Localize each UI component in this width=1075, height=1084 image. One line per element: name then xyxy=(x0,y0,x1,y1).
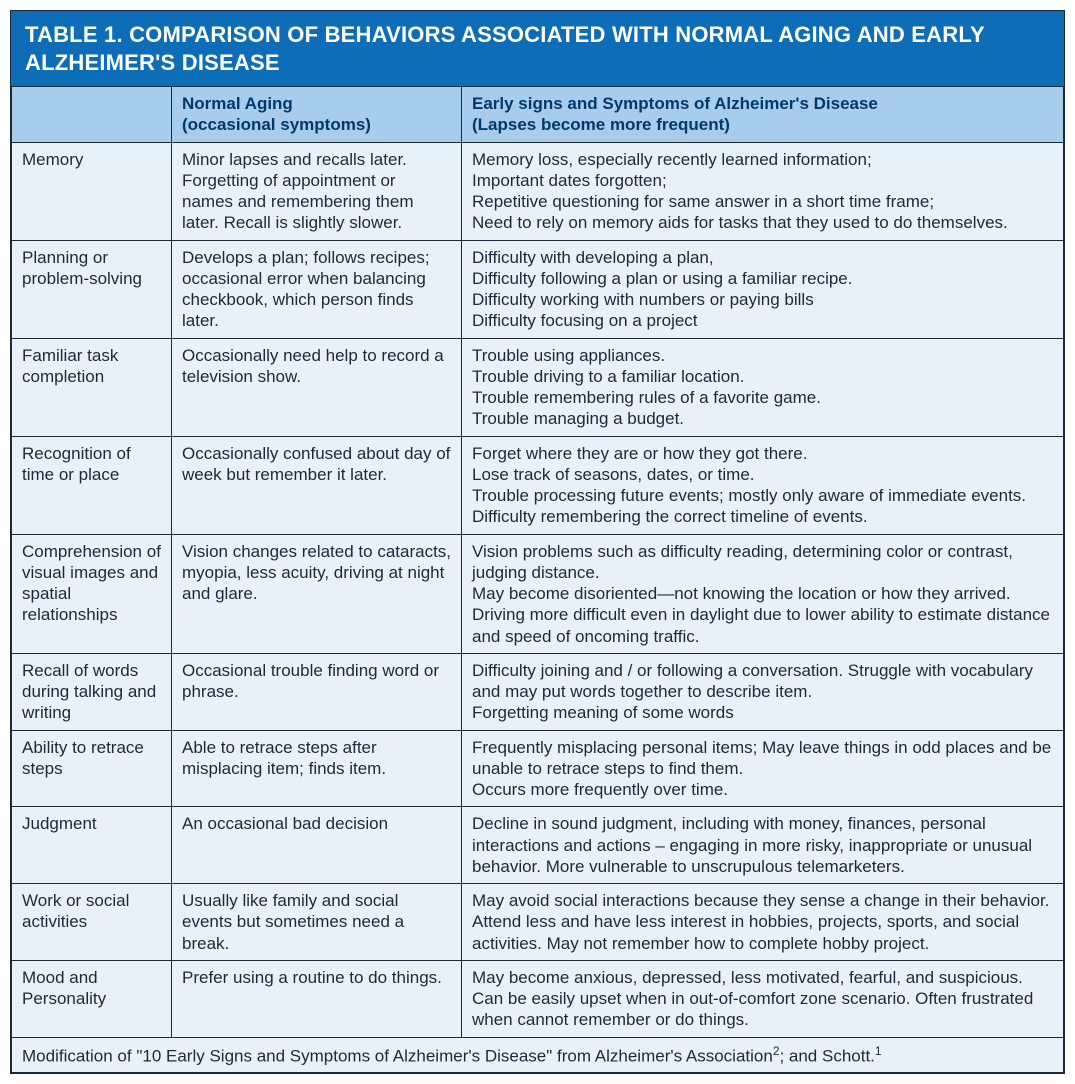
cell-normal-aging: Occasionally need help to record a telev… xyxy=(172,338,462,436)
table-row: Comprehension of visual images and spati… xyxy=(12,534,1064,653)
row-label: Planning or problem-solving xyxy=(12,240,172,338)
cell-normal-aging: Usually like family and social events bu… xyxy=(172,884,462,961)
cell-alzheimers: May avoid social interactions because th… xyxy=(462,884,1064,961)
col-header-alz: Early signs and Symptoms of Alzheimer's … xyxy=(462,87,1064,143)
table-row: Recognition of time or placeOccasionally… xyxy=(12,436,1064,534)
col-header-normal-sub: (occasional symptoms) xyxy=(182,114,451,135)
row-label: Recognition of time or place xyxy=(12,436,172,534)
col-header-alz-sub: (Lapses become more frequent) xyxy=(472,114,1053,135)
cell-normal-aging: Occasionally confused about day of week … xyxy=(172,436,462,534)
cell-alzheimers: Decline in sound judgment, including wit… xyxy=(462,807,1064,884)
table-row: MemoryMinor lapses and recalls later. Fo… xyxy=(12,142,1064,240)
cell-normal-aging: Minor lapses and recalls later. Forgetti… xyxy=(172,142,462,240)
col-header-normal-main: Normal Aging xyxy=(182,94,293,113)
cell-alzheimers: Memory loss, especially recently learned… xyxy=(462,142,1064,240)
comparison-table: Normal Aging (occasional symptoms) Early… xyxy=(11,86,1064,1073)
row-label: Work or social activities xyxy=(12,884,172,961)
cell-alzheimers: Frequently misplacing personal items; Ma… xyxy=(462,730,1064,807)
cell-normal-aging: Prefer using a routine to do things. xyxy=(172,960,462,1037)
col-header-blank xyxy=(12,87,172,143)
cell-alzheimers: Difficulty with developing a plan,Diffic… xyxy=(462,240,1064,338)
cell-alzheimers: Forget where they are or how they got th… xyxy=(462,436,1064,534)
row-label: Memory xyxy=(12,142,172,240)
comparison-table-container: TABLE 1. COMPARISON OF BEHAVIORS ASSOCIA… xyxy=(10,10,1065,1074)
col-header-alz-main: Early signs and Symptoms of Alzheimer's … xyxy=(472,94,878,113)
table-row: JudgmentAn occasional bad decisionDeclin… xyxy=(12,807,1064,884)
row-label: Familiar task completion xyxy=(12,338,172,436)
table-row: Ability to retrace stepsAble to retrace … xyxy=(12,730,1064,807)
cell-alzheimers: Vision problems such as difficulty readi… xyxy=(462,534,1064,653)
table-footnote: Modification of "10 Early Signs and Symp… xyxy=(12,1037,1064,1073)
table-row: Mood and PersonalityPrefer using a routi… xyxy=(12,960,1064,1037)
table-row: Planning or problem-solvingDevelops a pl… xyxy=(12,240,1064,338)
row-label: Judgment xyxy=(12,807,172,884)
cell-alzheimers: Trouble using appliances.Trouble driving… xyxy=(462,338,1064,436)
cell-alzheimers: Difficulty joining and / or following a … xyxy=(462,653,1064,730)
cell-normal-aging: Develops a plan; follows recipes; occasi… xyxy=(172,240,462,338)
table-row: Familiar task completionOccasionally nee… xyxy=(12,338,1064,436)
table-header-row: Normal Aging (occasional symptoms) Early… xyxy=(12,87,1064,143)
table-row: Recall of words during talking and writi… xyxy=(12,653,1064,730)
cell-normal-aging: Vision changes related to cataracts, myo… xyxy=(172,534,462,653)
row-label: Ability to retrace steps xyxy=(12,730,172,807)
cell-normal-aging: Able to retrace steps after misplacing i… xyxy=(172,730,462,807)
cell-alzheimers: May become anxious, depressed, less moti… xyxy=(462,960,1064,1037)
cell-normal-aging: Occasional trouble finding word or phras… xyxy=(172,653,462,730)
col-header-normal: Normal Aging (occasional symptoms) xyxy=(172,87,462,143)
cell-normal-aging: An occasional bad decision xyxy=(172,807,462,884)
row-label: Mood and Personality xyxy=(12,960,172,1037)
row-label: Recall of words during talking and writi… xyxy=(12,653,172,730)
table-title: TABLE 1. COMPARISON OF BEHAVIORS ASSOCIA… xyxy=(11,11,1064,86)
table-row: Work or social activitiesUsually like fa… xyxy=(12,884,1064,961)
row-label: Comprehension of visual images and spati… xyxy=(12,534,172,653)
table-footnote-row: Modification of "10 Early Signs and Symp… xyxy=(12,1037,1064,1073)
